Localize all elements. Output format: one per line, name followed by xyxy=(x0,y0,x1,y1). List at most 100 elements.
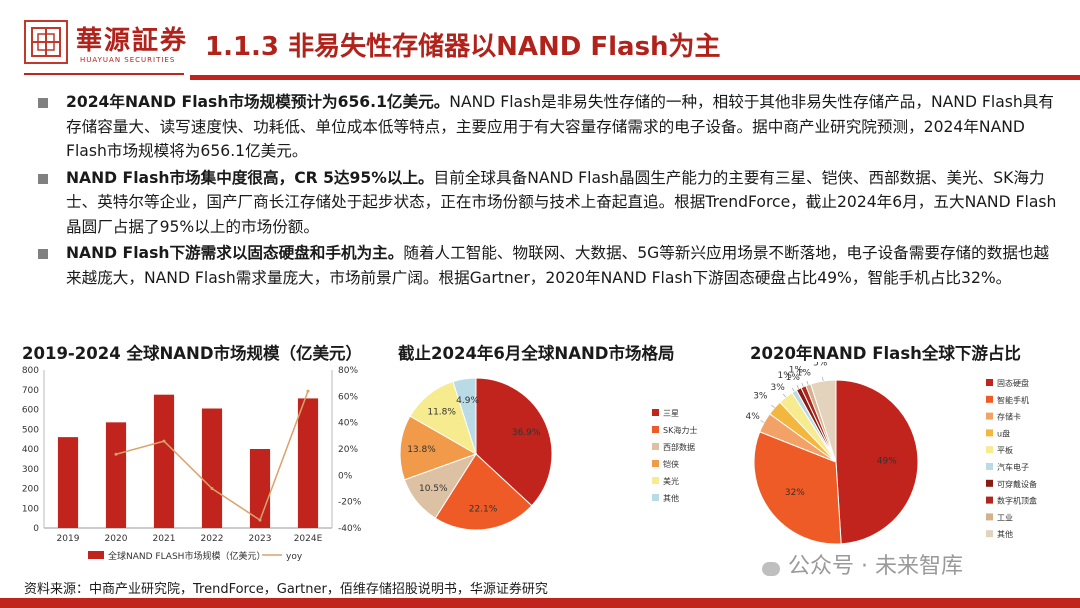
legend-label: 智能手机 xyxy=(997,395,1029,405)
chart3-title: 2020年NAND Flash全球下游占比 xyxy=(750,344,1021,363)
pie-slice xyxy=(475,377,553,507)
legend-label: SK海力士 xyxy=(663,425,697,435)
bar xyxy=(57,437,79,528)
legend-swatch xyxy=(986,479,993,487)
legend-bar-swatch xyxy=(88,551,104,559)
legend-label: 固态硬盘 xyxy=(997,378,1029,388)
bullet-item-market-size: 2024年NAND Flash市场规模预计为656.1亿美元。NAND Flas… xyxy=(38,90,1058,164)
bullet-body: NAND Flash是非易失性存储的一种，相较于其他非易失性存储产品，NAND … xyxy=(66,93,1054,160)
y-tick-label: 0 xyxy=(33,524,39,534)
pie-slice xyxy=(399,415,478,481)
downstream-pie-chart: 49%32%4%3%3%1%1%1%1%5%固态硬盘智能手机存储卡u盘平板汽车电… xyxy=(746,362,1037,545)
leader-line xyxy=(771,404,775,408)
legend-label: 汽车电子 xyxy=(997,462,1029,472)
legend-swatch xyxy=(652,409,659,416)
slice-label: 11.8% xyxy=(427,407,456,417)
leader-line xyxy=(801,382,804,387)
yoy-point xyxy=(114,452,118,456)
legend-swatch xyxy=(986,395,993,403)
bullet-item-concentration: NAND Flash市场集中度很高，CR 5达95%以上。目前全球具备NAND … xyxy=(38,166,1058,240)
bullet-lead: NAND Flash下游需求以固态硬盘和手机为主。 xyxy=(66,244,404,262)
watermark: 公众号 · 未来智库 xyxy=(788,554,963,579)
slice-label: 1% xyxy=(797,369,812,379)
legend-swatch xyxy=(986,496,993,504)
legend-label: 美光 xyxy=(663,476,679,486)
slice-label: 3% xyxy=(753,391,768,401)
market-share-pie-chart: 36.9% 22.1% 10.5% 13.8% 11.8%4.9% 三星 SK海力士西部数据… xyxy=(399,377,697,531)
legend-label: 铠侠 xyxy=(663,459,679,469)
slice-label: 13.8% xyxy=(407,445,436,455)
seal-icon xyxy=(24,20,68,64)
legend-swatch xyxy=(652,477,659,484)
y-tick-label: 300 xyxy=(22,465,39,475)
slice-label: 10.5% xyxy=(419,484,448,494)
bullet-body: 随着人工智能、物联网、大数据、5G等新兴应用场景不断落地，电子设备需要存储的数据… xyxy=(66,244,1050,287)
pie-slice xyxy=(810,379,837,463)
legend-swatch xyxy=(986,463,993,470)
slice-label: 22.1% xyxy=(469,504,498,514)
chart1-title: 2019-2024 全球NAND市场规模（亿美元） xyxy=(22,344,363,363)
slice-label: 49% xyxy=(877,456,897,466)
logo-english-name: HUAYUAN SECURITIES xyxy=(80,56,176,64)
y-tick-label: 500 xyxy=(22,425,39,435)
leader-line xyxy=(760,420,765,423)
header-divider xyxy=(190,75,1080,80)
legend-label: 工业 xyxy=(997,512,1013,522)
y-tick-label: 600 xyxy=(22,406,39,416)
x-tick-label: 2024E xyxy=(294,534,323,544)
x-tick-label: 2021 xyxy=(153,534,176,544)
x-tick-label: 2020 xyxy=(105,534,128,544)
legend-label: 其他 xyxy=(663,493,679,503)
yoy-point xyxy=(210,487,214,490)
y2-tick-label: 40% xyxy=(338,419,358,429)
legend-label: 平板 xyxy=(997,445,1013,455)
slice-label: 4% xyxy=(746,412,761,422)
bullet-lead: 2024年NAND Flash市场规模预计为656.1亿美元。 xyxy=(66,93,450,111)
bullet-square-icon xyxy=(38,98,48,108)
y-tick-label: 200 xyxy=(22,485,39,495)
pie-slice xyxy=(753,431,842,545)
legend-swatch xyxy=(652,443,659,450)
y-tick-label: 800 xyxy=(22,366,39,376)
legend-swatch xyxy=(652,494,659,501)
legend-swatch xyxy=(986,530,993,538)
legend-label: 可穿戴设备 xyxy=(997,479,1037,489)
legend-label: 西部数据 xyxy=(663,442,695,452)
bullet-square-icon xyxy=(38,173,48,184)
bar xyxy=(105,422,127,528)
chart2-title: 截止2024年6月全球NAND市场格局 xyxy=(398,344,675,363)
bar xyxy=(297,398,319,528)
legend-label: u盘 xyxy=(997,428,1010,438)
yoy-point xyxy=(258,518,262,522)
pie-slice xyxy=(452,377,477,455)
bullet-body: 目前全球具备NAND Flash晶圆生产能力的主要有三星、铠侠、西部数据、美光、… xyxy=(66,168,1057,236)
y2-tick-label: 20% xyxy=(338,445,358,455)
slice-label: 3% xyxy=(771,383,786,393)
x-tick-label: 2019 xyxy=(57,534,80,544)
slice-label: 1% xyxy=(789,365,804,375)
slice-label: 36.9% xyxy=(512,428,541,438)
slide-header: 華源証券 HUAYUAN SECURITIES 1.1.3 非易失性存储器以NA… xyxy=(0,0,1080,82)
bullet-item-downstream: NAND Flash下游需求以固态硬盘和手机为主。随着人工智能、物联网、大数据、… xyxy=(38,241,1058,290)
y-tick-label: 700 xyxy=(22,386,39,396)
legend-swatch xyxy=(986,446,993,454)
x-tick-label: 2023 xyxy=(249,534,272,544)
legend-swatch xyxy=(986,429,993,437)
y2-tick-label: 80% xyxy=(338,366,358,376)
legend-swatch xyxy=(986,513,993,521)
slice-label: 5% xyxy=(813,362,828,368)
legend-label: 三星 xyxy=(663,409,679,418)
y-tick-label: 100 xyxy=(22,504,39,514)
leader-line xyxy=(782,393,786,398)
y2-tick-label: -20% xyxy=(338,498,362,508)
bullet-lead: NAND Flash市场集中度很高，CR 5达95%以上。 xyxy=(66,168,434,187)
leader-line xyxy=(791,387,795,392)
legend-swatch xyxy=(652,426,659,433)
leader-line xyxy=(806,380,809,385)
wechat-badge-icon xyxy=(762,562,780,576)
bullet-list: 2024年NAND Flash市场规模预计为656.1亿美元。NAND Flas… xyxy=(38,90,1058,292)
legend-swatch xyxy=(986,412,993,420)
pie-slice xyxy=(434,453,533,531)
slice-label: 4.9% xyxy=(456,396,479,406)
legend-label: 其他 xyxy=(997,529,1013,539)
